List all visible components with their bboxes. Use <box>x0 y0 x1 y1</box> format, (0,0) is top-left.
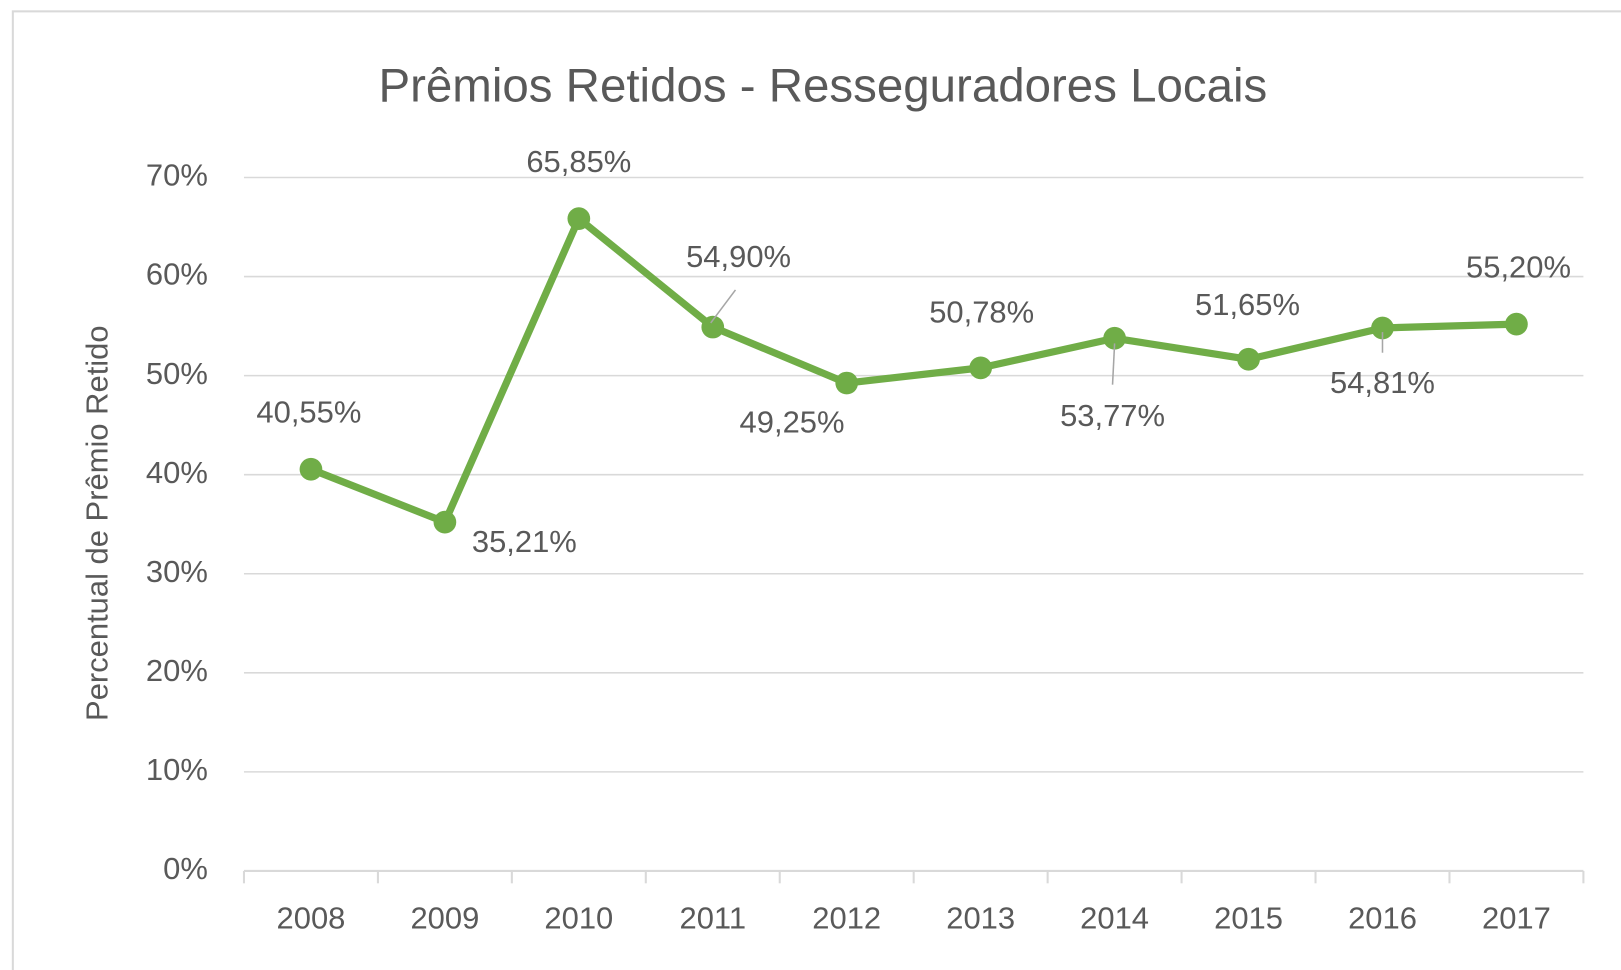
data-point <box>299 457 323 481</box>
y-tick-label: 10% <box>146 752 208 787</box>
data-label: 54,81% <box>1330 365 1435 400</box>
chart-title: Prêmios Retidos - Resseguradores Locais <box>378 59 1267 112</box>
x-tick-label: 2015 <box>1214 901 1283 936</box>
data-point <box>1505 312 1528 336</box>
x-tick-label: 2013 <box>946 901 1015 936</box>
data-point <box>433 510 457 534</box>
y-axis-label: Percentual de Prêmio Retido <box>80 325 115 721</box>
x-tick-label: 2008 <box>277 901 346 936</box>
x-tick-label: 2010 <box>544 901 613 936</box>
x-tick-label: 2011 <box>680 901 747 936</box>
data-point <box>1103 326 1126 350</box>
data-label: 49,25% <box>740 404 845 439</box>
data-line <box>309 214 1517 526</box>
data-label: 35,21% <box>472 524 577 559</box>
data-point <box>969 356 993 380</box>
data-point <box>835 371 859 395</box>
x-tick-label: 2014 <box>1080 901 1149 936</box>
y-tick-label: 20% <box>146 653 208 688</box>
data-label: 55,20% <box>1466 250 1571 285</box>
y-tick-label: 40% <box>146 455 208 490</box>
chart-frame <box>11 10 1621 970</box>
data-point <box>1237 347 1260 371</box>
data-label: 40,55% <box>256 395 361 430</box>
x-tick-label: 2017 <box>1482 901 1551 936</box>
data-label: 65,85% <box>526 144 631 179</box>
leader-line <box>1111 343 1116 385</box>
y-tick-label: 0% <box>163 851 208 886</box>
leader-line <box>710 289 737 324</box>
x-tick-label: 2012 <box>812 901 881 936</box>
data-label: 51,65% <box>1195 287 1300 322</box>
data-label: 50,78% <box>929 294 1034 329</box>
y-tick-label: 70% <box>146 158 208 193</box>
data-point <box>1371 316 1394 340</box>
x-tick-label: 2016 <box>1348 901 1417 936</box>
data-label: 53,77% <box>1060 398 1165 433</box>
y-tick-label: 60% <box>146 257 208 292</box>
y-tick-label: 30% <box>146 554 208 589</box>
y-tick-label: 50% <box>146 356 208 391</box>
data-label: 54,90% <box>686 239 791 274</box>
data-point <box>567 207 591 230</box>
data-point <box>701 315 725 339</box>
x-tick-label: 2009 <box>410 901 479 936</box>
